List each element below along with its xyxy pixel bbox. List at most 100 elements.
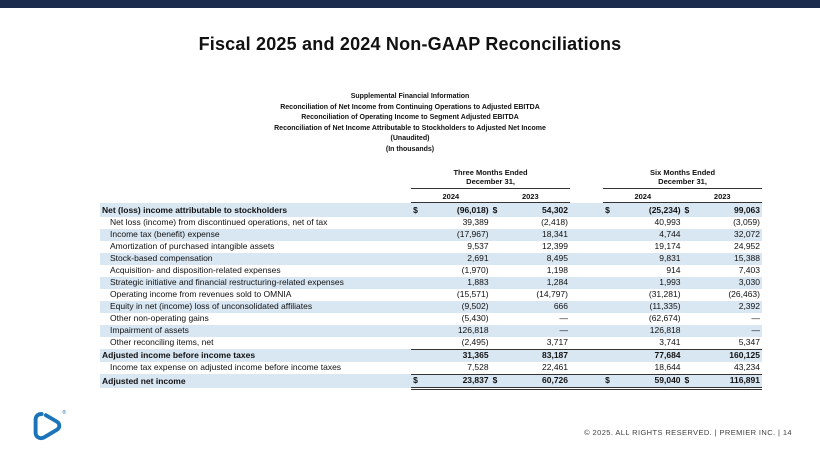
row-value: 15,388 bbox=[682, 252, 762, 265]
row-value: 3,741 bbox=[603, 337, 682, 350]
value-text: — bbox=[751, 325, 761, 335]
row-value: 12,399 bbox=[491, 241, 570, 253]
column-spacer bbox=[570, 324, 604, 337]
table-header: Three Months Ended December 31, Six Mont… bbox=[100, 168, 762, 203]
table-row: Operating income from revenues sold to O… bbox=[100, 289, 762, 301]
table-row: Income tax expense on adjusted income be… bbox=[100, 362, 762, 375]
value-text: (25,234) bbox=[648, 205, 681, 215]
row-value: 7,528 bbox=[411, 362, 490, 375]
row-value: (3,059) bbox=[683, 217, 762, 229]
value-text: (62,674) bbox=[648, 313, 681, 323]
dollar-sign: $ bbox=[492, 205, 498, 215]
row-value: 32,072 bbox=[682, 228, 762, 241]
table-row: Stock-based compensation 2,691 8,495 9,831 1… bbox=[100, 252, 762, 265]
row-value: (2,418) bbox=[491, 217, 570, 229]
row-value: 43,234 bbox=[683, 362, 762, 375]
row-value: $23,837 bbox=[411, 373, 491, 390]
row-value: (9,502) bbox=[411, 300, 491, 313]
value-text: (26,463) bbox=[728, 289, 760, 299]
value-text: 7,528 bbox=[467, 362, 489, 372]
value-text: 77,684 bbox=[654, 350, 681, 360]
column-spacer bbox=[570, 348, 604, 362]
subtitle-line: Supplemental Financial Information bbox=[350, 93, 470, 100]
column-spacer bbox=[570, 289, 603, 301]
value-text: (14,797) bbox=[536, 289, 568, 299]
value-text: 8,495 bbox=[546, 253, 568, 263]
dollar-sign: $ bbox=[605, 205, 610, 215]
subtitle-line: (In thousands) bbox=[385, 145, 435, 153]
row-label: Amortization of purchased intangible ass… bbox=[110, 241, 275, 251]
year-header: 2024 bbox=[411, 189, 491, 203]
value-text: 54,302 bbox=[542, 205, 568, 215]
column-spacer bbox=[570, 241, 603, 253]
value-text: 2,691 bbox=[467, 253, 489, 263]
row-label: Operating income from revenues sold to O… bbox=[110, 289, 292, 299]
row-value: (26,463) bbox=[683, 289, 762, 301]
premier-logo: ® bbox=[32, 410, 66, 443]
row-value: (31,281) bbox=[603, 289, 682, 301]
row-value: 40,993 bbox=[603, 217, 682, 229]
value-text: 43,234 bbox=[734, 362, 760, 372]
value-text: 126,818 bbox=[457, 325, 489, 335]
row-label: Strategic initiative and financial restr… bbox=[100, 276, 412, 289]
subtitle-block: Supplemental Financial Information Reconc… bbox=[0, 92, 820, 155]
row-value: (15,571) bbox=[411, 289, 490, 301]
row-label: Impairment of assets bbox=[100, 324, 412, 337]
value-text: 19,174 bbox=[654, 241, 681, 251]
value-text: (3,059) bbox=[733, 217, 760, 227]
row-value: 7,403 bbox=[683, 265, 762, 277]
column-spacer bbox=[570, 189, 603, 203]
row-value: (11,335) bbox=[603, 300, 683, 313]
value-text: — bbox=[559, 313, 569, 323]
row-label: Equity in net (income) loss of unconsoli… bbox=[100, 300, 412, 313]
value-text: (17,967) bbox=[456, 229, 489, 239]
row-value: 77,684 bbox=[603, 348, 683, 362]
row-value: 126,818 bbox=[411, 324, 491, 337]
value-text: — bbox=[751, 313, 761, 323]
row-value: 18,341 bbox=[490, 228, 570, 241]
value-text: 126,818 bbox=[649, 325, 681, 335]
row-value: 31,365 bbox=[411, 348, 491, 362]
value-text: (11,335) bbox=[649, 301, 681, 311]
row-value: — bbox=[683, 313, 762, 325]
row-value: 5,347 bbox=[683, 337, 762, 350]
row-value: 914 bbox=[603, 265, 682, 277]
value-text: 31,365 bbox=[462, 350, 489, 360]
dollar-sign: $ bbox=[605, 375, 610, 385]
row-value: (2,495) bbox=[411, 337, 490, 350]
row-value: 160,125 bbox=[682, 348, 762, 362]
value-text: (96,018) bbox=[456, 205, 489, 215]
table-row: Other non-operating gains (5,430) — (62,674… bbox=[100, 313, 762, 325]
year-header: 2024 bbox=[603, 189, 683, 203]
value-text: 9,537 bbox=[467, 241, 489, 251]
column-spacer bbox=[570, 203, 604, 217]
row-value: — bbox=[491, 313, 570, 325]
slide: Fiscal 2025 and 2024 Non-GAAP Reconcilia… bbox=[0, 0, 820, 441]
value-text: 4,744 bbox=[659, 229, 681, 239]
value-text: 666 bbox=[553, 301, 568, 311]
row-value: 2,392 bbox=[682, 300, 762, 313]
dollar-sign: $ bbox=[492, 375, 498, 385]
column-spacer bbox=[570, 217, 603, 229]
value-text: (9,502) bbox=[461, 301, 489, 311]
table-row: Income tax (benefit) expense (17,967) 18,3… bbox=[100, 228, 762, 241]
row-value: 3,717 bbox=[491, 337, 570, 350]
year-header: 2023 bbox=[682, 189, 762, 203]
column-spacer bbox=[570, 337, 603, 350]
value-text: 83,187 bbox=[542, 350, 568, 360]
value-text: 7,403 bbox=[738, 265, 760, 275]
value-text: 116,891 bbox=[729, 375, 760, 385]
row-value: — bbox=[682, 324, 762, 337]
value-text: 32,072 bbox=[734, 229, 760, 239]
value-text: 3,030 bbox=[738, 277, 760, 287]
value-text: 5,347 bbox=[738, 337, 760, 347]
column-spacer bbox=[570, 252, 604, 265]
row-label: Net loss (income) from discontinued oper… bbox=[110, 217, 328, 227]
value-text: 2,392 bbox=[738, 301, 760, 311]
table-row: Other reconciling items, net (2,495) 3,717… bbox=[100, 337, 762, 350]
row-value: 4,744 bbox=[603, 228, 683, 241]
value-text: 18,341 bbox=[542, 229, 568, 239]
value-text: (2,418) bbox=[541, 217, 568, 227]
value-text: 18,644 bbox=[654, 362, 681, 372]
row-value: 22,461 bbox=[491, 362, 570, 375]
